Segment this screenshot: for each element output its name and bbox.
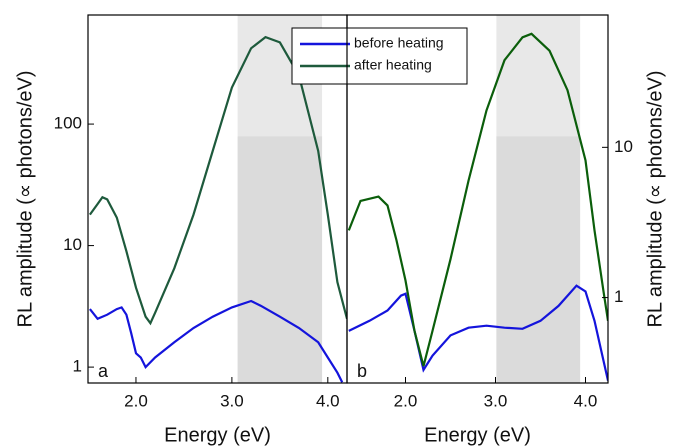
- plot-lines: [89, 35, 347, 383]
- x-tick-label: 4.0: [574, 391, 598, 410]
- legend-label: after heating: [354, 57, 432, 73]
- shaded-region-lower: [496, 136, 581, 383]
- y-axis-label: RL amplitude (∝ photons/eV): [14, 70, 36, 327]
- panel-label: b: [357, 361, 367, 381]
- y-tick-label: 100: [54, 114, 82, 133]
- y-tick-label: 10: [614, 137, 633, 156]
- data-line: [348, 284, 608, 381]
- x-tick-label: 2.0: [124, 391, 148, 410]
- x-axis-label: Energy (eV): [164, 424, 271, 446]
- x-tick-label: 2.0: [394, 391, 418, 410]
- data-line: [89, 299, 344, 383]
- x-tick-label: 4.0: [316, 391, 340, 410]
- panel-label: a: [98, 361, 109, 381]
- plot-frame: [346, 14, 609, 384]
- y-axis-label: RL amplitude (∝ photons/eV): [644, 70, 666, 327]
- legend-box: [291, 27, 468, 85]
- x-tick-label: 3.0: [220, 391, 244, 410]
- data-line: [89, 35, 347, 326]
- plot-lines: [347, 32, 608, 381]
- x-axis-label: Energy (eV): [424, 424, 531, 446]
- y-tick-label: 1: [73, 357, 82, 376]
- y-tick-label: 10: [63, 235, 82, 254]
- y-tick-label: 1: [614, 287, 623, 306]
- legend-label: before heating: [354, 35, 444, 51]
- legend: before heating after heating: [291, 27, 468, 85]
- x-tick-label: 3.0: [484, 391, 508, 410]
- data-line: [347, 32, 608, 367]
- shaded-region-lower: [237, 136, 323, 383]
